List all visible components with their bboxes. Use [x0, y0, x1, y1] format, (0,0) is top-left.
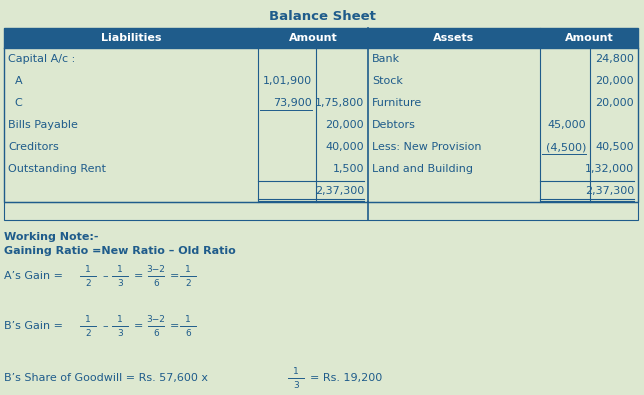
Bar [368, 70, 638, 92]
Text: A: A [8, 76, 23, 86]
Text: =: = [170, 271, 180, 281]
Text: 6: 6 [153, 329, 159, 337]
Text: 45,000: 45,000 [547, 120, 586, 130]
Text: 73,900: 73,900 [273, 98, 312, 108]
Text: –: – [102, 271, 108, 281]
Bar [4, 70, 368, 92]
Bar [4, 180, 368, 202]
Text: =: = [134, 271, 144, 281]
Text: 1: 1 [85, 314, 91, 324]
Bar [4, 48, 368, 70]
Text: Outstanding Rent: Outstanding Rent [8, 164, 106, 174]
Text: Furniture: Furniture [372, 98, 422, 108]
Text: 2: 2 [85, 329, 91, 337]
Text: 3: 3 [117, 278, 123, 288]
Text: Capital A/c :: Capital A/c : [8, 54, 75, 64]
Text: C: C [8, 98, 23, 108]
Text: –: – [102, 321, 108, 331]
Bar [4, 28, 368, 48]
Text: B’s Gain =: B’s Gain = [4, 321, 63, 331]
Text: Working Note:-: Working Note:- [4, 232, 99, 242]
Text: 1: 1 [185, 265, 191, 273]
Text: 2: 2 [85, 278, 91, 288]
Text: Creditors: Creditors [8, 142, 59, 152]
Text: =: = [134, 321, 144, 331]
Text: A’s Gain =: A’s Gain = [4, 271, 63, 281]
Text: 6: 6 [185, 329, 191, 337]
Text: Debtors: Debtors [372, 120, 416, 130]
Text: 3−2: 3−2 [147, 265, 166, 273]
Bar [368, 158, 638, 180]
Text: 20,000: 20,000 [325, 120, 364, 130]
Bar [368, 28, 638, 48]
Bar [4, 136, 368, 158]
Text: 3−2: 3−2 [147, 314, 166, 324]
Text: Liabilities: Liabilities [100, 33, 161, 43]
Text: 3: 3 [293, 380, 299, 389]
Text: B’s Share of Goodwill = Rs. 57,600 x: B’s Share of Goodwill = Rs. 57,600 x [4, 373, 208, 383]
Bar [368, 180, 638, 202]
Text: 24,800: 24,800 [595, 54, 634, 64]
Bar [368, 92, 638, 114]
Text: Land and Building: Land and Building [372, 164, 473, 174]
Bar [368, 202, 638, 220]
Text: 20,000: 20,000 [595, 98, 634, 108]
Bar [4, 28, 638, 202]
Text: Amount: Amount [565, 33, 613, 43]
Bar [368, 48, 638, 70]
Text: 1: 1 [85, 265, 91, 273]
Text: Bills Payable: Bills Payable [8, 120, 78, 130]
Text: 20,000: 20,000 [595, 76, 634, 86]
Text: Amount: Amount [289, 33, 337, 43]
Text: 6: 6 [153, 278, 159, 288]
Text: Bank: Bank [372, 54, 400, 64]
Text: Less: New Provision: Less: New Provision [372, 142, 482, 152]
Text: 1: 1 [117, 314, 123, 324]
Bar [4, 202, 638, 220]
Text: =: = [170, 321, 180, 331]
Text: 1: 1 [185, 314, 191, 324]
Text: 1,32,000: 1,32,000 [585, 164, 634, 174]
Text: Assets: Assets [433, 33, 475, 43]
Text: Balance Sheet: Balance Sheet [269, 10, 375, 23]
Bar [4, 158, 368, 180]
Bar [4, 202, 368, 220]
Bar [368, 114, 638, 136]
Text: (4,500): (4,500) [545, 142, 586, 152]
Bar [4, 114, 368, 136]
Bar [4, 92, 368, 114]
Text: 1,500: 1,500 [332, 164, 364, 174]
Text: 2,37,300: 2,37,300 [315, 186, 364, 196]
Text: 40,500: 40,500 [595, 142, 634, 152]
Text: 1,01,900: 1,01,900 [263, 76, 312, 86]
Text: 1: 1 [293, 367, 299, 376]
Text: 1: 1 [117, 265, 123, 273]
Text: 2,37,300: 2,37,300 [585, 186, 634, 196]
Text: = Rs. 19,200: = Rs. 19,200 [310, 373, 383, 383]
Text: Gaining Ratio =New Ratio – Old Ratio: Gaining Ratio =New Ratio – Old Ratio [4, 246, 236, 256]
Bar [368, 136, 638, 158]
Text: 1,75,800: 1,75,800 [315, 98, 364, 108]
Text: 40,000: 40,000 [325, 142, 364, 152]
Text: 3: 3 [117, 329, 123, 337]
Text: Stock: Stock [372, 76, 403, 86]
Text: 2: 2 [185, 278, 191, 288]
